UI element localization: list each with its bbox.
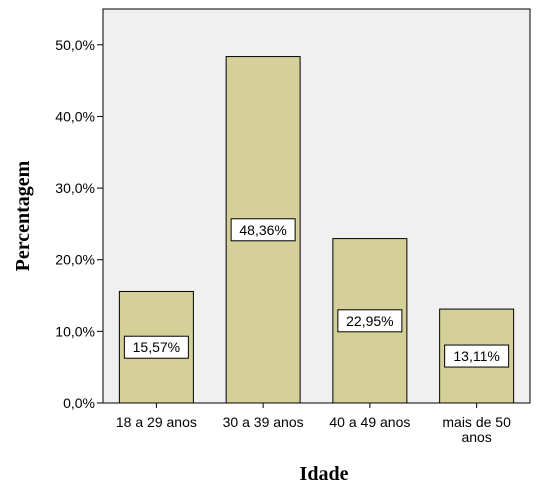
data-label-box	[337, 309, 403, 333]
y-tick-label: 20,0%	[55, 252, 95, 268]
data-label: 13,11%	[453, 348, 499, 364]
y-tick-label: 10,0%	[55, 323, 95, 339]
x-axis: 18 a 29 anos 30 a 39 anos 40 a 49 anos mais…	[116, 403, 511, 445]
x-tick-label: 40 a 49 anos	[329, 414, 410, 430]
y-axis: 0,0% 10,0% 20,0% 30,0% 40,0% 50,0%	[55, 37, 103, 411]
data-label: 15,57%	[133, 339, 180, 355]
bars: 15,57% 48,36% 22,95% 13,11%	[118, 56, 515, 404]
data-label-box	[123, 335, 189, 359]
y-axis-title: Percentagem	[12, 160, 34, 271]
y-tick-label: 0,0%	[63, 395, 95, 411]
data-label: 48,36%	[239, 222, 286, 238]
y-tick-label: 50,0%	[55, 37, 95, 53]
y-tick-label: 30,0%	[55, 180, 95, 196]
data-label-box	[230, 218, 296, 242]
data-label: 22,95%	[346, 313, 393, 329]
y-tick-label: 40,0%	[55, 108, 95, 124]
x-tick-label: mais de 50 anos	[442, 414, 511, 445]
x-axis-title: Idade	[300, 463, 349, 485]
x-tick-label: 18 a 29 anos	[116, 414, 197, 430]
x-tick-label: 30 a 39 anos	[223, 414, 304, 430]
data-label-box	[444, 344, 510, 368]
